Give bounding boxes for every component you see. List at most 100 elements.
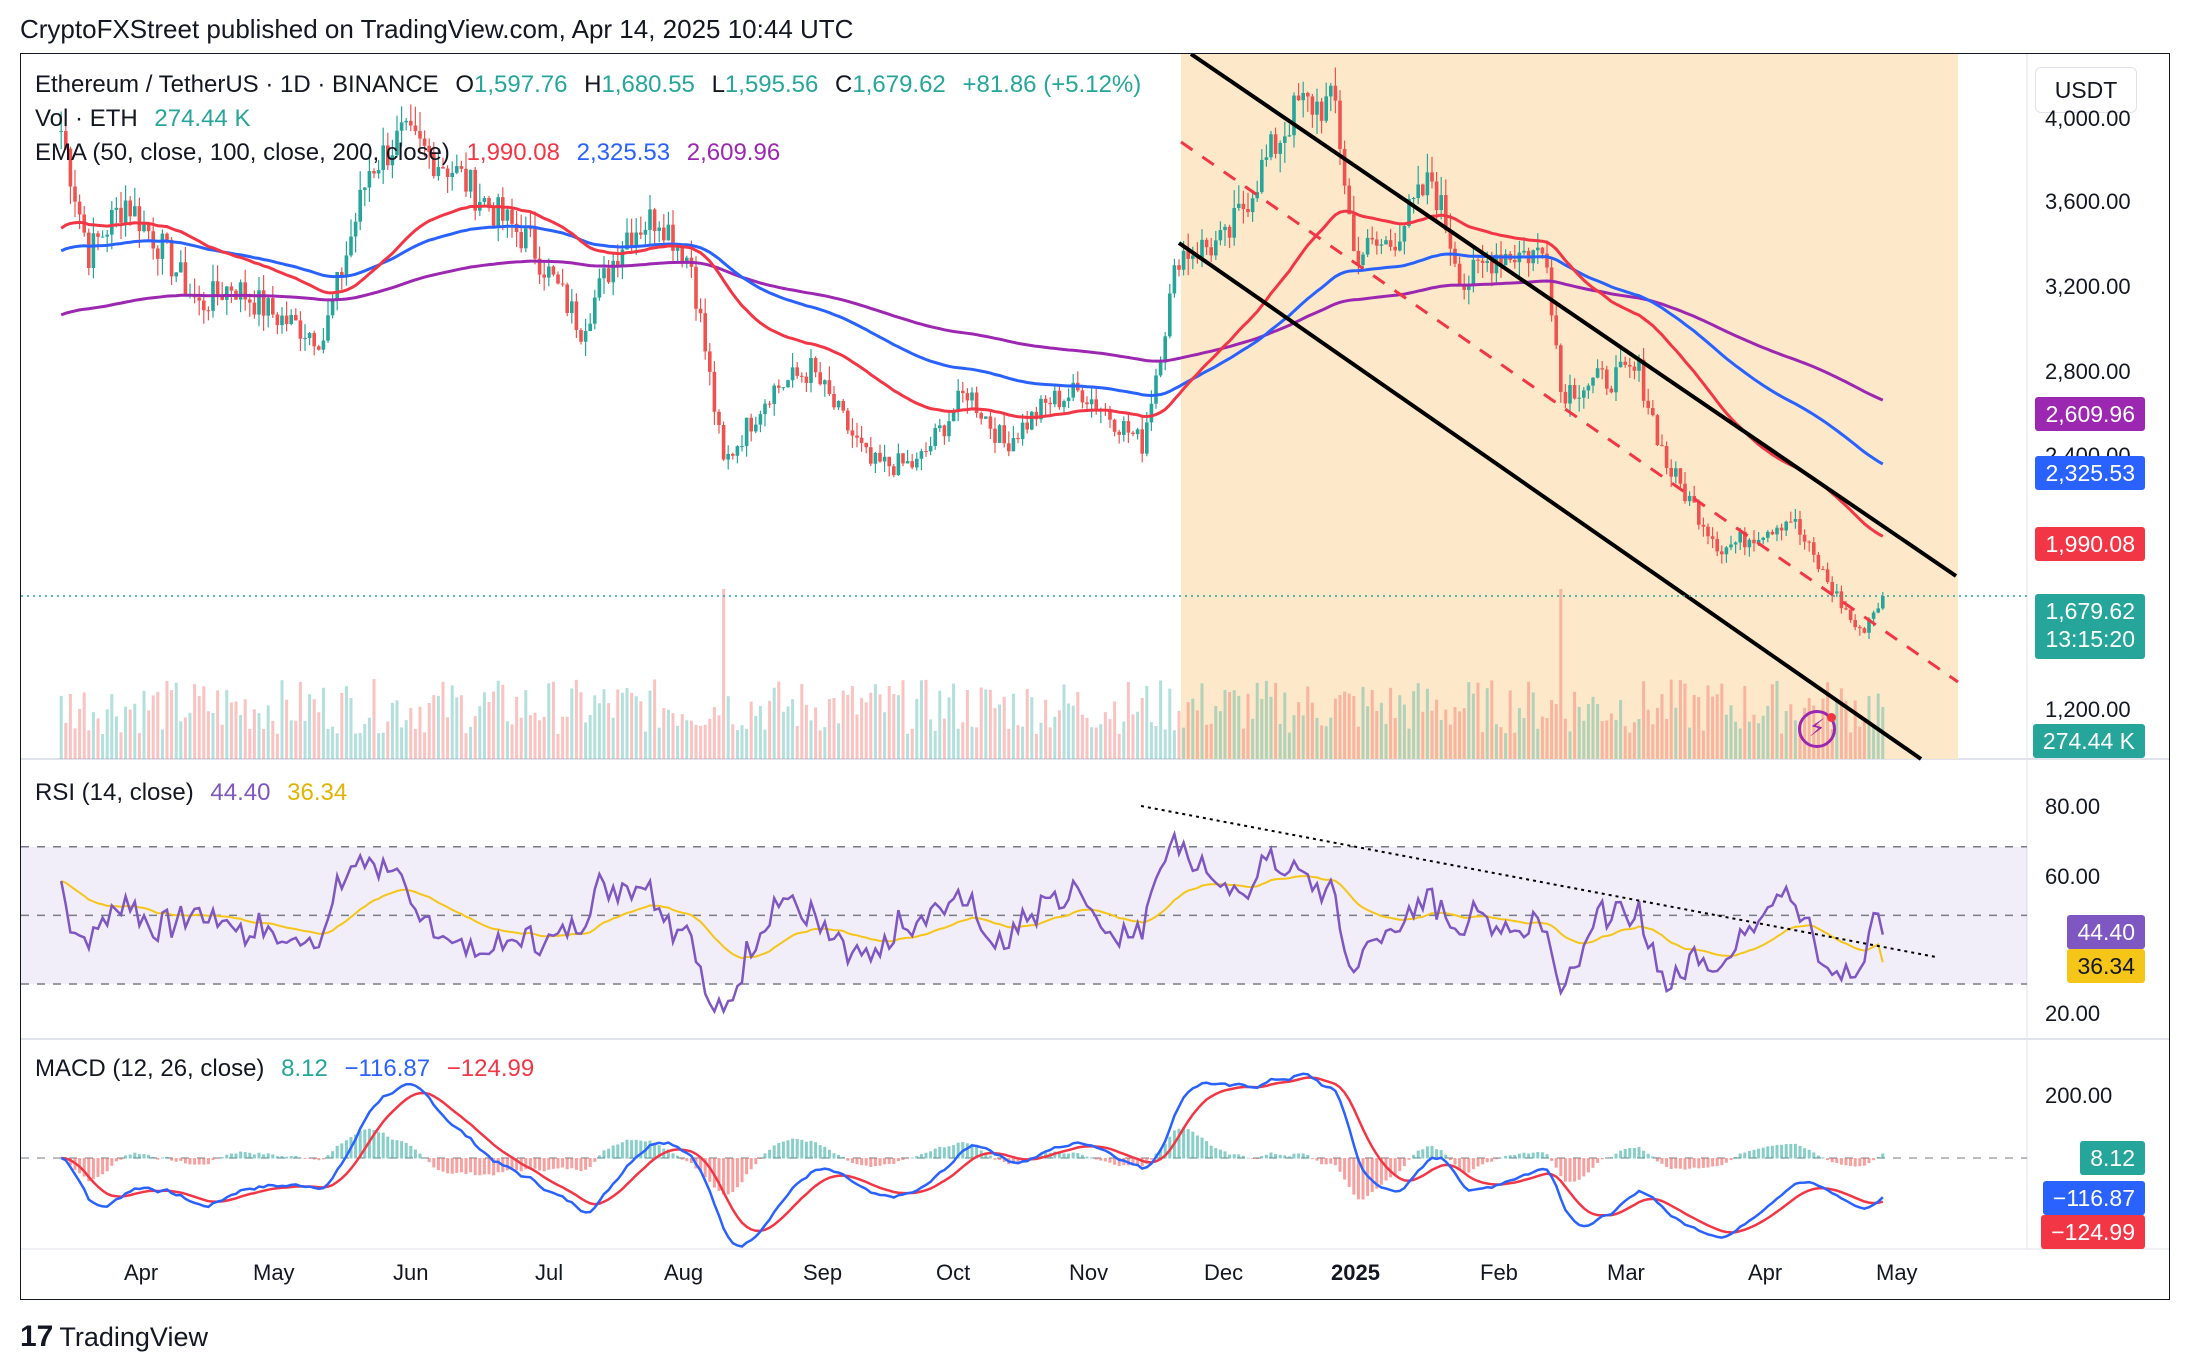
macd-legend[interactable]: MACD (12, 26, close) 8.12 −116.87 −124.9… [35, 1055, 544, 1083]
macd-hist-bar [680, 1158, 684, 1160]
volume-bar [1490, 680, 1494, 759]
volume-bar [763, 729, 767, 759]
candle-body [570, 301, 574, 313]
symbol-legend[interactable]: Ethereum / TetherUS · 1D · BINANCE O1,59… [35, 71, 1151, 99]
macd-hist-bar [308, 1158, 312, 1159]
macd-hist-bar [441, 1158, 445, 1172]
high-label: H [584, 71, 602, 98]
volume-bar [1103, 712, 1107, 759]
volume-bar [482, 692, 486, 759]
candle-body [708, 351, 712, 372]
volume-bar [1108, 719, 1112, 759]
volume-bar [1099, 724, 1103, 759]
volume-bar [68, 693, 72, 759]
candle-body [275, 314, 280, 326]
rsi-ma-label: 36.34 [2067, 949, 2145, 983]
macd-hist-bar [1784, 1144, 1788, 1159]
candle-body [225, 286, 229, 300]
volume-bar [864, 702, 868, 759]
volume-bar [308, 694, 312, 759]
macd-hist-bar [482, 1158, 486, 1175]
macd-hist-bar [1711, 1158, 1715, 1167]
macd-hist-bar [1085, 1156, 1089, 1159]
rsi-legend[interactable]: RSI (14, close) 44.40 36.34 [35, 779, 357, 807]
volume-bar [1384, 723, 1388, 759]
macd-hist-bar [170, 1158, 174, 1161]
macd-hist-bar [119, 1158, 123, 1160]
volume-bar [1531, 692, 1535, 759]
currency-button[interactable]: USDT [2035, 67, 2137, 113]
volume-bar [78, 709, 82, 759]
macd-hist-bar [1375, 1158, 1379, 1189]
volume-bar [262, 729, 266, 759]
macd-hist-bar [1807, 1149, 1811, 1159]
volume-price-label: 274.44 K [2032, 724, 2145, 758]
macd-hist-bar [837, 1154, 841, 1159]
volume-bar [1393, 717, 1397, 759]
macd-hist-bar [777, 1142, 781, 1159]
candle-body [1545, 253, 1549, 268]
macd-hist-bar [450, 1158, 454, 1174]
candle-body [1623, 361, 1627, 365]
macd-hist-bar [1628, 1148, 1632, 1159]
macd-hist-bar [1094, 1158, 1098, 1160]
macd-hist-bar [1435, 1149, 1439, 1159]
macd-hist-bar [1430, 1145, 1434, 1159]
tradingview-brand[interactable]: TradingView [59, 1322, 208, 1352]
candle-body [312, 333, 316, 347]
chart-canvas[interactable] [21, 54, 2169, 1299]
volume-legend[interactable]: Vol · ETH 274.44 K [35, 105, 260, 133]
candle-body [731, 453, 735, 456]
macd-hist-bar [1274, 1154, 1278, 1159]
volume-bar [1389, 687, 1393, 759]
candle-body [905, 461, 910, 464]
macd-hist-bar [1448, 1158, 1452, 1161]
macd-hist-bar [1287, 1156, 1291, 1159]
macd-hist-bar [1237, 1154, 1241, 1159]
volume-bar [142, 690, 146, 759]
macd-hist-bar [561, 1158, 565, 1168]
candle-body [390, 155, 395, 166]
candle-body [358, 189, 362, 222]
macd-hist-bar [722, 1158, 726, 1195]
candle-body [317, 346, 321, 350]
macd-hist-bar [850, 1158, 854, 1163]
volume-bar [814, 707, 818, 759]
volume-bar [492, 691, 496, 759]
volume-bar [395, 700, 399, 759]
volume-bar [1366, 706, 1370, 759]
candle-body [588, 323, 592, 332]
tradingview-logo[interactable]: 17 [20, 1320, 54, 1353]
candle-body [942, 425, 947, 437]
volume-bar [413, 728, 417, 759]
candle-body [183, 262, 188, 296]
macd-hist-bar [625, 1139, 629, 1159]
macd-hist-bar [1057, 1152, 1061, 1159]
macd-hist-bar [1425, 1146, 1429, 1159]
volume-bar [1182, 727, 1186, 759]
macd-hist-bar [478, 1158, 482, 1176]
symbol-name[interactable]: Ethereum / TetherUS · 1D · BINANCE [35, 71, 439, 98]
chart-frame[interactable]: Ethereum / TetherUS · 1D · BINANCE O1,59… [20, 53, 2170, 1300]
macd-hist-bar [1674, 1158, 1678, 1169]
macd-hist-bar [211, 1158, 215, 1161]
macd-hist-bar [317, 1158, 321, 1161]
change-value: +81.86 (+5.12%) [962, 71, 1142, 98]
macd-hist-bar [496, 1158, 500, 1173]
volume-bar [1430, 710, 1434, 759]
volume-bar [331, 726, 335, 759]
macd-hist-bar [988, 1155, 992, 1159]
volume-bar [1467, 682, 1471, 759]
lightning-alert-icon[interactable]: ⚡ [1798, 710, 1836, 748]
macd-hist-bar [1255, 1158, 1259, 1160]
volume-bar [1379, 702, 1383, 759]
macd-hist-bar [1149, 1158, 1153, 1160]
macd-hist-bar [956, 1142, 960, 1159]
volume-bar [1665, 718, 1669, 759]
footer[interactable]: 17 TradingView [20, 1320, 208, 1354]
candle-body [869, 447, 873, 464]
ema-legend[interactable]: EMA (50, close, 100, close, 200, close) … [35, 139, 790, 167]
macd-hist-bar [469, 1158, 473, 1173]
candle-body [418, 131, 422, 139]
macd-hist-bar [1324, 1158, 1328, 1165]
